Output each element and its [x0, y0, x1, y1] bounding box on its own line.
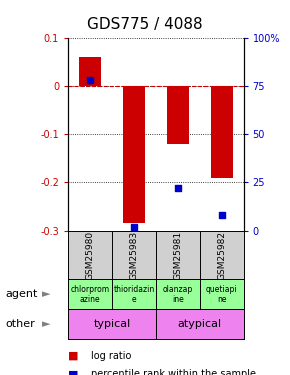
- Point: [219, 212, 224, 218]
- Text: GSM25980: GSM25980: [86, 230, 95, 280]
- Text: atypical: atypical: [178, 320, 222, 329]
- Text: chlorprom
azine: chlorprom azine: [70, 285, 110, 304]
- Text: agent: agent: [6, 290, 38, 299]
- Text: other: other: [6, 320, 36, 329]
- Point: [132, 224, 136, 230]
- Text: GSM25982: GSM25982: [217, 231, 226, 279]
- Bar: [167, 86, 189, 144]
- Text: GSM25981: GSM25981: [173, 230, 182, 280]
- Point: [88, 77, 93, 83]
- Bar: [211, 86, 233, 177]
- Text: typical: typical: [93, 320, 130, 329]
- Bar: [79, 57, 101, 86]
- Text: quetiapi
ne: quetiapi ne: [206, 285, 238, 304]
- Bar: [123, 86, 145, 224]
- Text: GDS775 / 4088: GDS775 / 4088: [87, 17, 203, 32]
- Point: [175, 185, 180, 191]
- Text: ■: ■: [68, 369, 79, 375]
- Text: ►: ►: [42, 320, 51, 329]
- Text: log ratio: log ratio: [91, 351, 132, 361]
- Text: GSM25983: GSM25983: [129, 230, 138, 280]
- Text: thioridazin
e: thioridazin e: [113, 285, 155, 304]
- Text: ►: ►: [42, 290, 51, 299]
- Text: percentile rank within the sample: percentile rank within the sample: [91, 369, 256, 375]
- Text: olanzap
ine: olanzap ine: [163, 285, 193, 304]
- Text: ■: ■: [68, 351, 79, 361]
